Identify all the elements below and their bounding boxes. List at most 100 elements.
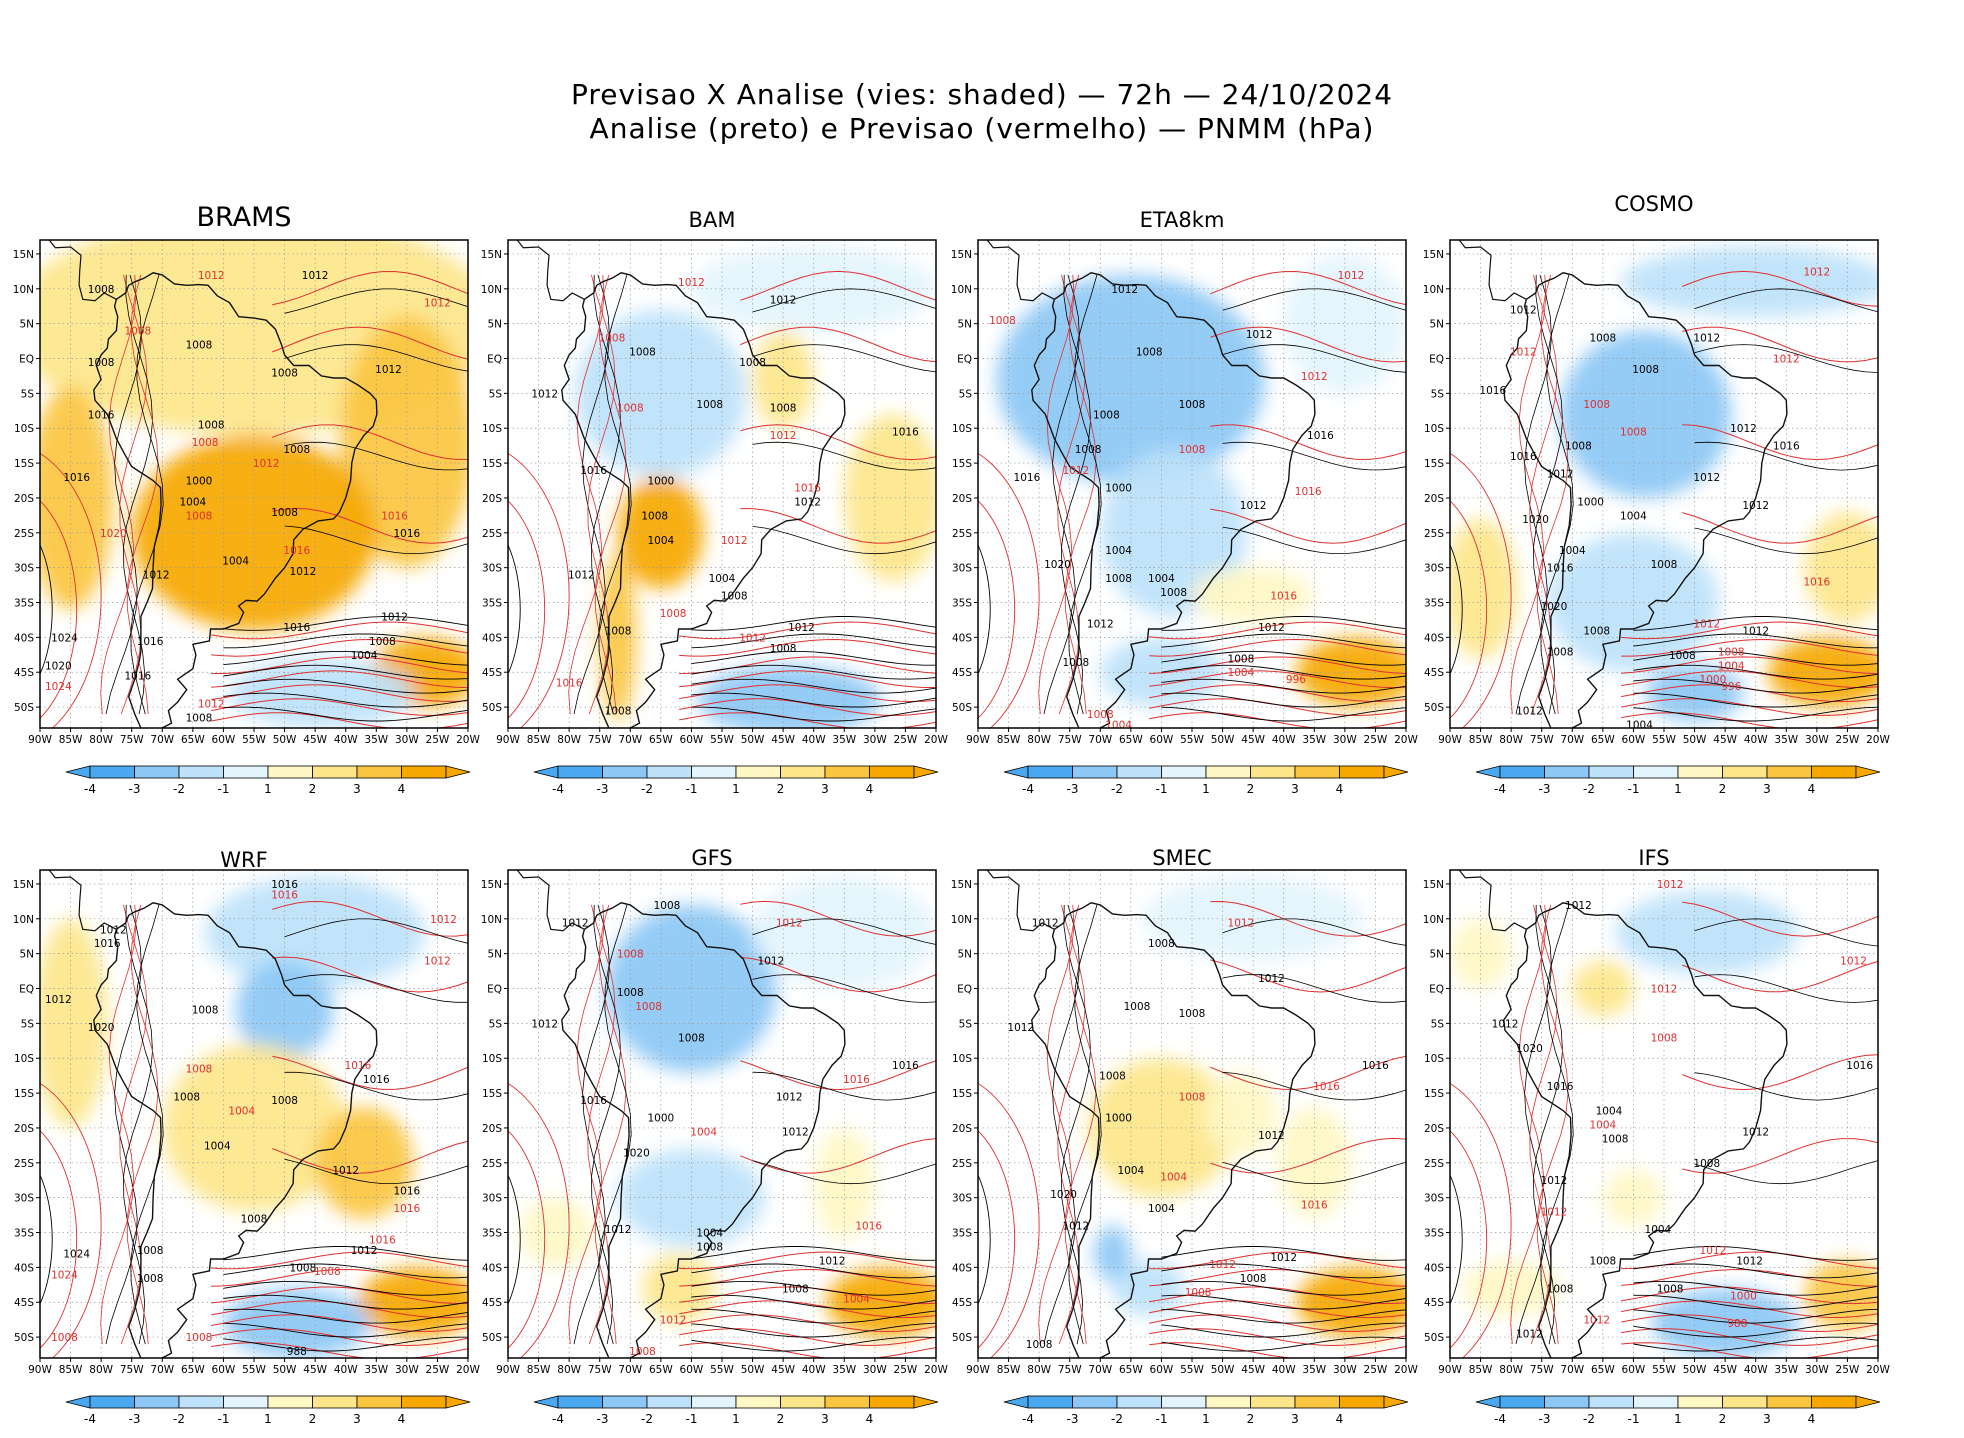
x-tick-label: 40W bbox=[1744, 1364, 1768, 1376]
isobar-label: 1004 bbox=[690, 1126, 717, 1138]
y-tick-label: 40S bbox=[1424, 632, 1444, 644]
isobar-label: 1008 bbox=[51, 1332, 78, 1344]
colorbar-label: 3 bbox=[353, 1412, 361, 1426]
y-tick-label: 30S bbox=[1424, 1193, 1444, 1205]
analysis-isobar bbox=[573, 904, 610, 1345]
x-tick-label: 55W bbox=[1180, 1364, 1204, 1376]
isobar-label: 1012 bbox=[1730, 423, 1757, 435]
isobar-label: 1008 bbox=[629, 347, 656, 359]
colorbar-segment bbox=[1544, 765, 1590, 779]
analysis-isobar bbox=[1222, 1071, 1406, 1101]
isobar-label: 1012 bbox=[1583, 1315, 1610, 1327]
isobar-label: 1016 bbox=[580, 1095, 607, 1107]
analysis-isobar bbox=[1222, 288, 1406, 311]
colorbar-segment bbox=[267, 765, 313, 779]
x-tick-label: 50W bbox=[273, 734, 297, 746]
isobar-label: 1008 bbox=[1062, 657, 1089, 669]
y-tick-label: 35S bbox=[952, 598, 972, 610]
forecast-isobar bbox=[1038, 904, 1075, 1345]
forecast-isobar bbox=[1510, 274, 1547, 715]
isobar-label: 1004 bbox=[1718, 660, 1745, 672]
analysis-isobar bbox=[1633, 633, 1878, 649]
isobar-label: 1012 bbox=[776, 917, 803, 929]
bias-shade-area bbox=[1804, 511, 1878, 624]
isobar-label: 1004 bbox=[351, 650, 378, 662]
y-tick-label: 5S bbox=[21, 1018, 35, 1030]
colorbar-segment bbox=[223, 765, 269, 779]
colorbar-segment bbox=[1161, 765, 1207, 779]
isobar-label: 1008 bbox=[314, 1266, 341, 1278]
colorbar-segment bbox=[1544, 1395, 1590, 1409]
isobar-label: 1012 bbox=[424, 956, 451, 968]
x-tick-label: 45W bbox=[1241, 734, 1265, 746]
forecast-isobar bbox=[1149, 1268, 1406, 1287]
bias-shade-area bbox=[1100, 449, 1248, 617]
colorbar-segment bbox=[1205, 765, 1251, 779]
forecast-isobar bbox=[1210, 508, 1406, 544]
colorbar-arrow-right bbox=[445, 765, 471, 779]
analysis-isobar bbox=[1633, 678, 1878, 694]
colorbar-segment bbox=[1588, 765, 1634, 779]
forecast-isobar bbox=[1149, 1300, 1406, 1319]
x-tick-label: 60W bbox=[680, 1364, 704, 1376]
analysis-isobar bbox=[1161, 1322, 1406, 1338]
isobar-label: 1008 bbox=[1160, 587, 1187, 599]
forecast-isobar bbox=[1682, 1138, 1878, 1174]
isobar-label: 988 bbox=[287, 1346, 307, 1358]
y-tick-label: 45S bbox=[482, 667, 502, 679]
colorbar-arrow-right bbox=[1383, 765, 1409, 779]
colorbar-label: 3 bbox=[1763, 782, 1771, 796]
isobar-label: 1024 bbox=[51, 1269, 78, 1281]
isobar-label: 1016 bbox=[345, 1060, 372, 1072]
forecast-isobar bbox=[1064, 274, 1097, 715]
colorbar-segment bbox=[735, 1395, 781, 1409]
coastline bbox=[93, 902, 378, 1358]
colorbar-segment bbox=[134, 765, 180, 779]
colorbar-segment bbox=[780, 765, 826, 779]
y-tick-label: 5N bbox=[19, 319, 34, 331]
x-tick-label: 90W bbox=[1438, 1364, 1462, 1376]
y-tick-label: 15N bbox=[13, 879, 34, 891]
analysis-isobar bbox=[1161, 678, 1406, 694]
isobar-label: 1000 bbox=[647, 476, 674, 488]
isobar-label: 1012 bbox=[1742, 500, 1769, 512]
analysis-isobar bbox=[1633, 1280, 1878, 1296]
isobar-label: 1012 bbox=[819, 1255, 846, 1267]
y-tick-label: 5N bbox=[1429, 949, 1444, 961]
isobar-label: 1016 bbox=[1846, 1060, 1873, 1072]
y-tick-label: EQ bbox=[487, 984, 502, 996]
x-tick-label: 30W bbox=[1805, 1364, 1829, 1376]
isobar-label: 1020 bbox=[1522, 514, 1549, 526]
forecast-isobar bbox=[508, 452, 570, 728]
colorbar: -4 -3 -2 -1 1 2 3 4 bbox=[533, 1395, 939, 1426]
isobar-label: 1008 bbox=[241, 1214, 268, 1226]
analysis-isobar bbox=[223, 1263, 468, 1279]
analysis-isobar bbox=[1161, 1280, 1406, 1296]
colorbar-label: 2 bbox=[777, 1412, 785, 1426]
colorbar-segment bbox=[356, 765, 402, 779]
coastline bbox=[1503, 272, 1788, 728]
x-tick-label: 75W bbox=[1058, 734, 1082, 746]
y-tick-label: 50S bbox=[952, 702, 972, 714]
y-tick-label: 40S bbox=[14, 1262, 34, 1274]
isobar-label: 1012 bbox=[351, 1245, 378, 1257]
bias-shade-area bbox=[599, 553, 637, 722]
y-tick-label: 10N bbox=[481, 914, 502, 926]
x-tick-label: 50W bbox=[1211, 734, 1235, 746]
forecast-isobar bbox=[126, 904, 159, 1345]
x-tick-label: 55W bbox=[1652, 734, 1676, 746]
forecast-isobar bbox=[1064, 904, 1097, 1345]
isobar-label: 1012 bbox=[1773, 354, 1800, 366]
colorbar-label: 1 bbox=[732, 1412, 740, 1426]
y-tick-label: 10N bbox=[481, 284, 502, 296]
colorbar-label: -4 bbox=[84, 782, 96, 796]
y-tick-label: 45S bbox=[14, 1297, 34, 1309]
forecast-isobar bbox=[1682, 326, 1878, 363]
analysis-isobar bbox=[1515, 274, 1552, 715]
x-tick-label: 85W bbox=[59, 1364, 83, 1376]
x-tick-label: 50W bbox=[1211, 1364, 1235, 1376]
forecast-isobar bbox=[1149, 1286, 1406, 1304]
y-tick-label: 30S bbox=[952, 1193, 972, 1205]
analysis-isobar bbox=[223, 633, 468, 649]
